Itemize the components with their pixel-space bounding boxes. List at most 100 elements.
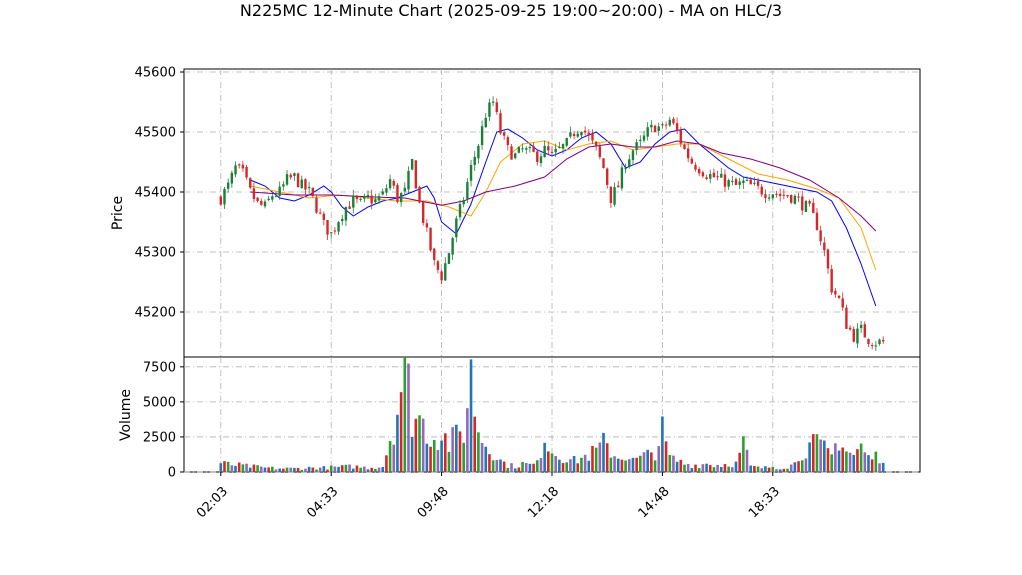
candle-body bbox=[620, 167, 624, 189]
volume-bar bbox=[749, 465, 753, 472]
volume-bar bbox=[602, 432, 605, 472]
candle-body bbox=[587, 132, 590, 136]
volume-bar bbox=[767, 467, 771, 472]
candle-body bbox=[245, 166, 248, 178]
volume-bar bbox=[837, 450, 841, 472]
candle-body bbox=[723, 174, 727, 187]
volume-bar bbox=[808, 442, 811, 472]
volume-bar bbox=[683, 464, 686, 472]
volume-bar bbox=[789, 464, 793, 472]
candle-body bbox=[399, 192, 403, 203]
candle-body bbox=[252, 188, 256, 199]
candle-body bbox=[352, 195, 355, 208]
x-tick-label: 12:18 bbox=[525, 484, 562, 521]
volume-bar bbox=[274, 469, 278, 472]
candle-body bbox=[451, 238, 454, 255]
candle-body bbox=[852, 328, 855, 342]
candle-body bbox=[271, 196, 274, 200]
volume-bar bbox=[716, 465, 719, 472]
candle-body bbox=[848, 327, 852, 330]
volume-bar bbox=[867, 455, 870, 472]
candle-body bbox=[709, 174, 712, 179]
volume-bar bbox=[661, 416, 664, 472]
volume-bar bbox=[271, 466, 274, 472]
chart-title: N225MC 12-Minute Chart (2025-09-25 19:00… bbox=[240, 1, 782, 20]
candle-body bbox=[742, 180, 745, 184]
candle-body bbox=[311, 187, 314, 197]
volume-bar bbox=[672, 455, 675, 472]
candle-body bbox=[675, 123, 679, 131]
candle-body bbox=[436, 261, 440, 270]
volume-bar bbox=[543, 442, 546, 472]
price-grid bbox=[184, 69, 920, 357]
candle-body bbox=[749, 179, 752, 185]
candle-body bbox=[307, 186, 311, 189]
candle-body bbox=[870, 344, 874, 346]
candle-body bbox=[392, 180, 395, 186]
volume-bar bbox=[473, 416, 477, 472]
candle-body bbox=[333, 230, 337, 232]
candle-body bbox=[547, 146, 550, 151]
candle-body bbox=[234, 165, 237, 175]
volume-bar bbox=[598, 442, 602, 472]
candle-body bbox=[543, 145, 546, 158]
candle-body bbox=[753, 182, 756, 184]
volume-bar bbox=[881, 462, 885, 472]
candle-body bbox=[646, 127, 649, 137]
volume-bar bbox=[811, 434, 815, 472]
x-tick-label: 18:33 bbox=[746, 484, 783, 521]
candle-body bbox=[473, 156, 476, 166]
candle-body bbox=[293, 173, 296, 176]
moving-average-lines bbox=[250, 128, 877, 307]
volume-bar bbox=[484, 446, 488, 472]
candle-body bbox=[344, 207, 348, 221]
candle-body bbox=[318, 212, 322, 214]
volume-bar bbox=[547, 451, 550, 472]
volume-bar bbox=[771, 467, 775, 472]
volume-bar bbox=[690, 468, 694, 472]
volume-bar bbox=[403, 357, 407, 472]
candle-body bbox=[771, 194, 774, 199]
price-y-ticks: 45200 45300 45400 45500 45600 bbox=[135, 66, 184, 321]
volume-bar bbox=[311, 467, 315, 472]
price-tick-label: 45500 bbox=[135, 126, 176, 141]
volume-bar bbox=[399, 392, 403, 472]
volume-bar bbox=[340, 465, 344, 472]
candle-body bbox=[315, 197, 318, 213]
volume-bar bbox=[521, 461, 524, 472]
volume-bar bbox=[315, 469, 318, 472]
candle-body bbox=[477, 145, 480, 159]
candle-body bbox=[433, 248, 436, 260]
x-axis-ticks: 02:03 04:33 09:48 12:18 14:48 18:33 bbox=[194, 472, 783, 521]
volume-bar bbox=[668, 454, 672, 472]
volume-bar bbox=[650, 452, 653, 472]
candle-body bbox=[322, 213, 326, 220]
volume-bar bbox=[782, 468, 786, 472]
volume-bar bbox=[653, 460, 657, 472]
volume-bar bbox=[591, 445, 594, 472]
candle-body bbox=[226, 182, 230, 189]
volume-bar bbox=[609, 457, 613, 472]
candle-body bbox=[819, 230, 822, 242]
volume-bar bbox=[223, 461, 226, 472]
candle-body bbox=[760, 186, 763, 195]
volume-bar bbox=[528, 463, 532, 472]
volume-bar bbox=[804, 458, 808, 472]
volume-bar bbox=[282, 468, 285, 472]
candle-body bbox=[823, 242, 826, 251]
volume-bar bbox=[701, 464, 705, 472]
volume-bar bbox=[565, 462, 569, 472]
candle-body bbox=[488, 102, 491, 117]
candle-body bbox=[775, 193, 778, 195]
volume-bar bbox=[289, 467, 293, 472]
candle-body bbox=[278, 186, 281, 196]
price-panel: 45200 45300 45400 45500 45600 Price bbox=[110, 66, 921, 358]
volume-bar bbox=[532, 463, 535, 472]
volume-bar bbox=[499, 459, 502, 472]
candle-body bbox=[738, 181, 741, 185]
volume-bar bbox=[278, 468, 281, 472]
candle-body bbox=[657, 126, 660, 131]
volume-bar bbox=[407, 363, 410, 472]
candle-body bbox=[859, 324, 863, 328]
